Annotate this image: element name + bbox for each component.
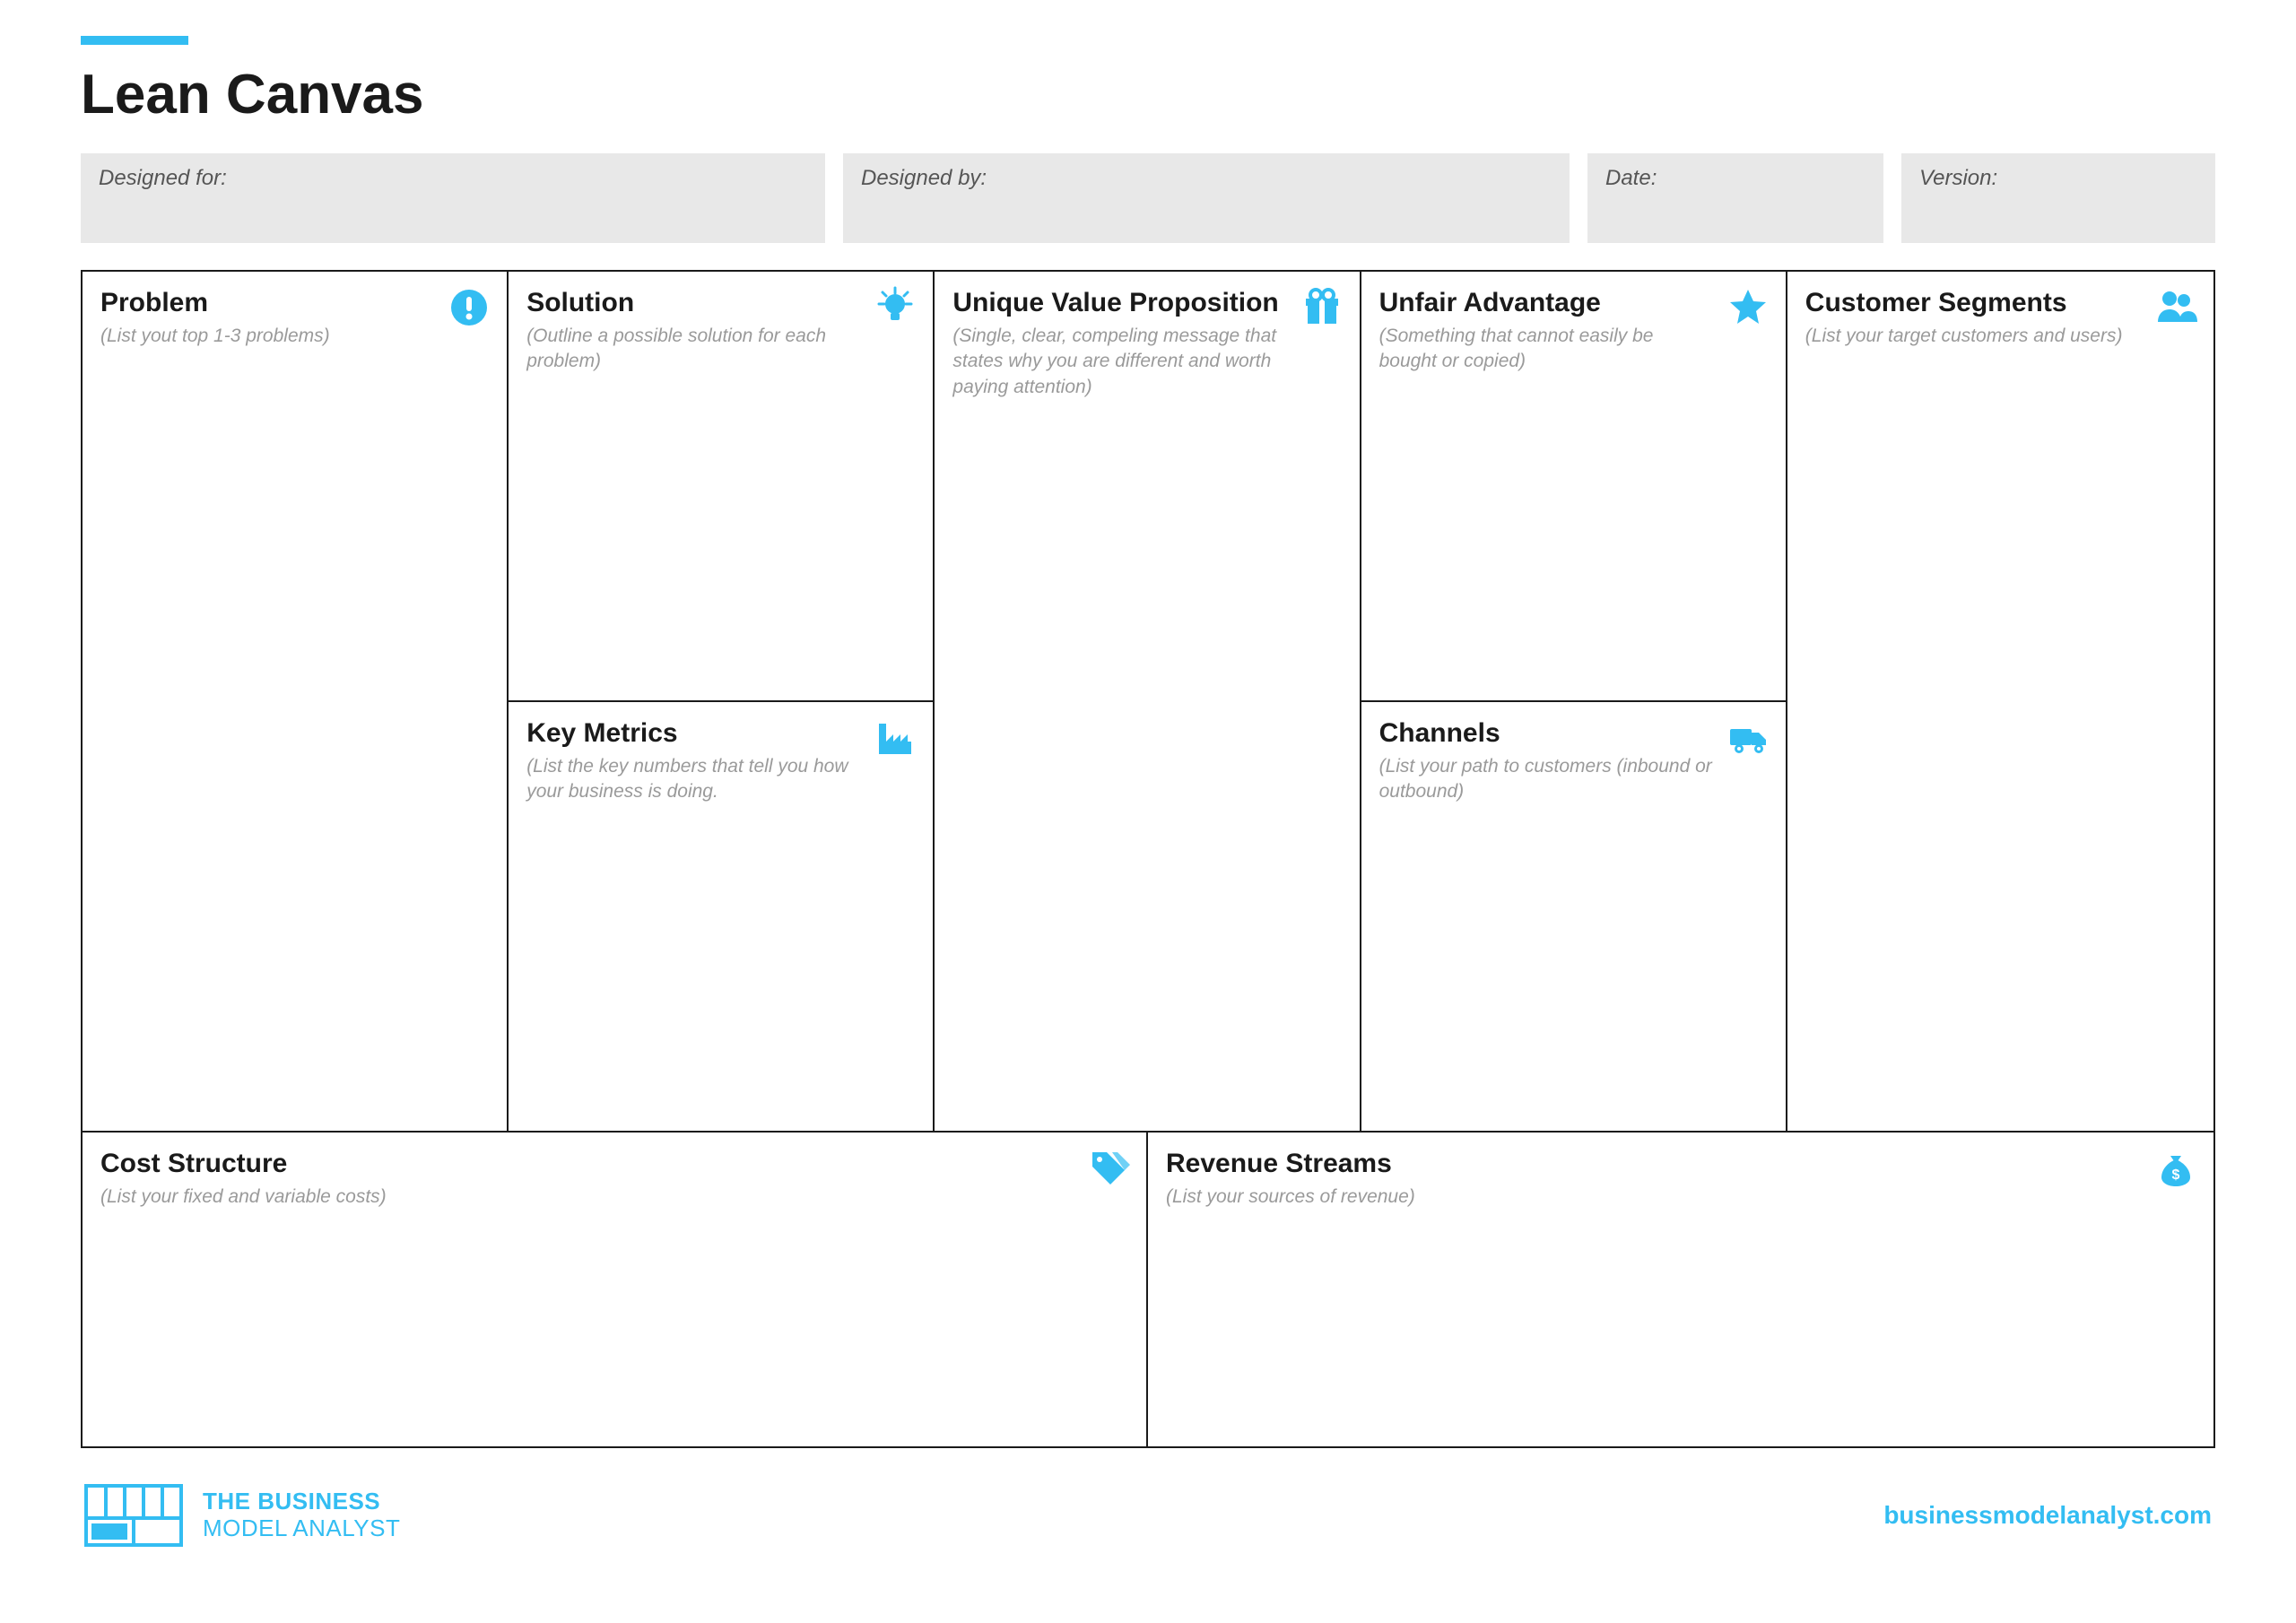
cell-problem-title: Problem [100,288,489,318]
page-title: Lean Canvas [81,63,2215,126]
factory-icon [874,716,917,759]
cell-channels-title: Channels [1379,718,1768,749]
truck-icon [1726,716,1770,759]
cell-revenue: Revenue Streams (List your sources of re… [1148,1133,2213,1446]
star-icon [1726,286,1770,329]
lightbulb-icon [874,286,917,329]
cell-solution-title: Solution [526,288,915,318]
cell-advantage-sub: (Something that cannot easily be bought … [1379,324,1768,375]
cell-cost: Cost Structure (List your fixed and vari… [83,1133,1148,1446]
cell-uvp-sub: (Single, clear, compeling message that s… [952,324,1341,400]
meta-designed-for: Designed for: [81,153,825,243]
moneybag-icon [2154,1147,2197,1190]
users-icon [2154,286,2197,329]
cell-channels: Channels (List your path to customers (i… [1361,702,1787,1133]
brand-logo-icon [84,1484,183,1547]
cell-solution: Solution (Outline a possible solution fo… [509,272,935,702]
canvas-grid: Problem (List yout top 1-3 problems) Sol… [81,270,2215,1448]
cell-problem: Problem (List yout top 1-3 problems) [83,272,509,1133]
cell-cost-sub: (List your fixed and variable costs) [100,1185,1128,1210]
cell-problem-sub: (List yout top 1-3 problems) [100,324,489,349]
meta-row: Designed for: Designed by: Date: Version… [81,153,2215,243]
cell-solution-sub: (Outline a possible solution for each pr… [526,324,915,375]
footer-brand-line1: THE BUSINESS [203,1488,400,1515]
footer-url: businessmodelanalyst.com [1883,1501,2212,1530]
meta-date-label: Date: [1605,166,1866,191]
meta-designed-by-label: Designed by: [861,166,1552,191]
gift-icon [1300,286,1344,329]
alert-icon [448,286,491,329]
cell-advantage: Unfair Advantage (Something that cannot … [1361,272,1787,702]
tag-icon [1087,1147,1130,1190]
cell-metrics-sub: (List the key numbers that tell you how … [526,754,915,805]
footer-brand-line2: MODEL ANALYST [203,1515,400,1542]
meta-version-label: Version: [1919,166,2197,191]
cell-revenue-sub: (List your sources of revenue) [1166,1185,2196,1210]
cell-metrics-title: Key Metrics [526,718,915,749]
cell-uvp: Unique Value Proposition (Single, clear,… [935,272,1361,1133]
footer: THE BUSINESS MODEL ANALYST businessmodel… [81,1484,2215,1547]
cell-cost-title: Cost Structure [100,1149,1128,1179]
cell-uvp-title: Unique Value Proposition [952,288,1341,318]
cell-revenue-title: Revenue Streams [1166,1149,2196,1179]
cell-advantage-title: Unfair Advantage [1379,288,1768,318]
footer-brand-text: THE BUSINESS MODEL ANALYST [203,1488,400,1542]
cell-segments-sub: (List your target customers and users) [1805,324,2196,349]
cell-metrics: Key Metrics (List the key numbers that t… [509,702,935,1133]
footer-brand: THE BUSINESS MODEL ANALYST [84,1484,400,1547]
meta-version: Version: [1901,153,2215,243]
accent-bar [81,36,188,45]
cell-channels-sub: (List your path to customers (inbound or… [1379,754,1768,805]
cell-segments-title: Customer Segments [1805,288,2196,318]
cell-segments: Customer Segments (List your target cust… [1787,272,2213,1133]
meta-designed-by: Designed by: [843,153,1570,243]
meta-date: Date: [1587,153,1883,243]
meta-designed-for-label: Designed for: [99,166,807,191]
